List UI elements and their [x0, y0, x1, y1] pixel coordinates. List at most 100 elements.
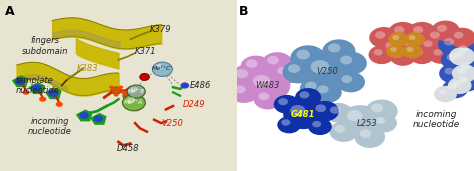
Circle shape: [310, 101, 339, 121]
Circle shape: [267, 56, 279, 64]
Circle shape: [23, 90, 29, 95]
Circle shape: [438, 34, 467, 55]
Text: V250: V250: [316, 67, 338, 76]
Circle shape: [448, 77, 472, 94]
Circle shape: [360, 129, 371, 138]
Circle shape: [347, 110, 362, 121]
Circle shape: [253, 75, 270, 87]
Circle shape: [452, 64, 474, 83]
Polygon shape: [28, 82, 45, 94]
Circle shape: [15, 77, 26, 85]
Circle shape: [390, 47, 416, 66]
Circle shape: [281, 119, 290, 126]
Text: incoming
nucleotide: incoming nucleotide: [412, 110, 460, 129]
Circle shape: [230, 65, 263, 89]
Circle shape: [441, 50, 469, 70]
Circle shape: [258, 92, 269, 100]
Circle shape: [395, 51, 404, 57]
Circle shape: [109, 86, 114, 89]
Circle shape: [368, 45, 394, 64]
Circle shape: [246, 69, 290, 102]
Circle shape: [430, 31, 440, 39]
Circle shape: [380, 38, 407, 58]
Text: template
nucleotide: template nucleotide: [15, 76, 59, 95]
Circle shape: [386, 44, 405, 58]
Circle shape: [140, 74, 149, 80]
Circle shape: [330, 106, 340, 114]
Text: K383: K383: [77, 64, 99, 73]
Circle shape: [277, 67, 288, 75]
Circle shape: [181, 82, 189, 89]
Circle shape: [334, 125, 345, 133]
Circle shape: [312, 121, 321, 127]
Circle shape: [155, 64, 163, 69]
Circle shape: [371, 103, 383, 112]
Circle shape: [445, 68, 454, 75]
Circle shape: [79, 112, 89, 119]
Circle shape: [315, 104, 326, 112]
Circle shape: [262, 52, 293, 74]
Circle shape: [288, 64, 300, 73]
Circle shape: [402, 44, 422, 58]
Circle shape: [392, 35, 399, 40]
Circle shape: [437, 25, 447, 32]
Circle shape: [278, 98, 288, 105]
Circle shape: [423, 40, 433, 47]
Circle shape: [449, 47, 474, 66]
Circle shape: [31, 84, 42, 92]
Circle shape: [340, 56, 352, 64]
Circle shape: [236, 69, 248, 78]
Circle shape: [118, 86, 123, 89]
Circle shape: [290, 105, 305, 116]
Circle shape: [130, 91, 135, 94]
Circle shape: [385, 42, 395, 49]
Circle shape: [329, 121, 358, 142]
Circle shape: [447, 83, 456, 90]
Circle shape: [390, 47, 397, 52]
Circle shape: [318, 85, 328, 93]
Circle shape: [335, 52, 367, 75]
Circle shape: [283, 100, 323, 129]
Circle shape: [127, 97, 135, 103]
Text: A: A: [5, 5, 14, 18]
Circle shape: [328, 43, 340, 52]
Circle shape: [229, 82, 259, 103]
Circle shape: [121, 91, 126, 94]
Circle shape: [457, 68, 466, 74]
Text: K371: K371: [135, 47, 157, 56]
Text: Me²⁺B: Me²⁺B: [128, 89, 145, 94]
Circle shape: [394, 26, 404, 34]
Circle shape: [337, 72, 365, 92]
Circle shape: [365, 100, 398, 123]
FancyBboxPatch shape: [0, 0, 237, 171]
Circle shape: [458, 45, 468, 52]
Circle shape: [325, 103, 353, 123]
Polygon shape: [90, 113, 107, 125]
Circle shape: [388, 22, 418, 43]
Polygon shape: [45, 87, 62, 99]
Text: fingers
subdomain: fingers subdomain: [22, 36, 68, 56]
Circle shape: [305, 82, 317, 90]
Circle shape: [126, 98, 130, 102]
Circle shape: [375, 31, 385, 39]
Circle shape: [295, 88, 321, 107]
Circle shape: [355, 126, 385, 148]
Circle shape: [448, 28, 474, 48]
Circle shape: [283, 60, 315, 83]
Circle shape: [418, 36, 445, 56]
Circle shape: [277, 116, 301, 133]
Circle shape: [235, 85, 246, 93]
FancyBboxPatch shape: [237, 0, 474, 171]
Circle shape: [369, 27, 399, 48]
Circle shape: [406, 47, 413, 52]
Circle shape: [459, 76, 468, 83]
Circle shape: [442, 80, 468, 98]
Text: incoming
nucleotide: incoming nucleotide: [28, 117, 72, 136]
Text: Me²⁺C': Me²⁺C': [152, 66, 173, 71]
Circle shape: [290, 45, 326, 71]
Text: D249: D249: [182, 100, 205, 109]
Circle shape: [254, 89, 282, 109]
Circle shape: [300, 78, 331, 100]
Circle shape: [240, 56, 271, 78]
Circle shape: [39, 97, 46, 102]
